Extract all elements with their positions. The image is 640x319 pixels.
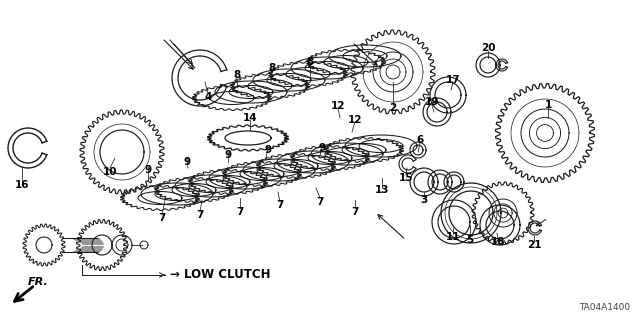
Text: 11: 11 [445, 232, 460, 242]
Text: 9: 9 [264, 145, 271, 155]
Text: 8: 8 [307, 57, 314, 67]
Text: 1: 1 [545, 100, 552, 110]
Text: 6: 6 [417, 135, 424, 145]
Text: 14: 14 [243, 113, 257, 123]
Text: 12: 12 [331, 101, 345, 111]
Text: 7: 7 [196, 210, 204, 220]
Text: 20: 20 [481, 43, 495, 53]
Text: 7: 7 [158, 213, 166, 223]
Text: 8: 8 [234, 70, 241, 80]
Text: → LOW CLUTCH: → LOW CLUTCH [170, 269, 271, 281]
Text: 9: 9 [184, 157, 191, 167]
Text: 21: 21 [527, 240, 541, 250]
Text: 3: 3 [420, 195, 428, 205]
Text: 16: 16 [15, 180, 29, 190]
Text: 19: 19 [425, 97, 439, 107]
Text: TA04A1400: TA04A1400 [579, 303, 630, 312]
Text: FR.: FR. [28, 277, 49, 287]
Text: 5: 5 [467, 235, 474, 245]
Text: 9: 9 [145, 165, 152, 175]
Text: 7: 7 [351, 207, 358, 217]
Text: 9: 9 [225, 150, 232, 160]
Text: 4: 4 [204, 92, 212, 102]
Text: 18: 18 [491, 237, 505, 247]
Text: 12: 12 [348, 115, 362, 125]
Text: 2: 2 [389, 103, 397, 113]
Text: 7: 7 [316, 197, 324, 207]
Text: 10: 10 [103, 167, 117, 177]
Text: 7: 7 [236, 207, 244, 217]
Text: 9: 9 [319, 143, 326, 153]
Text: 13: 13 [375, 185, 389, 195]
Text: 7: 7 [276, 200, 284, 210]
Text: 8: 8 [268, 63, 276, 73]
Text: 15: 15 [399, 173, 413, 183]
Text: 17: 17 [445, 75, 460, 85]
